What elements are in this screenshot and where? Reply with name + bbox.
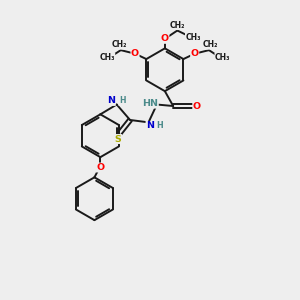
Text: H: H — [119, 97, 125, 106]
Text: O: O — [96, 163, 104, 172]
Text: O: O — [161, 34, 169, 43]
Text: CH₃: CH₃ — [99, 53, 115, 62]
Text: O: O — [193, 101, 201, 110]
Text: HN: HN — [142, 99, 158, 108]
Text: CH₃: CH₃ — [185, 33, 201, 42]
Text: N: N — [146, 122, 154, 130]
Text: CH₂: CH₂ — [112, 40, 127, 49]
Text: O: O — [131, 49, 139, 58]
Text: O: O — [190, 49, 199, 58]
Text: H: H — [156, 122, 163, 130]
Text: N: N — [107, 97, 116, 106]
Text: CH₂: CH₂ — [169, 21, 185, 30]
Text: CH₃: CH₃ — [215, 53, 230, 62]
Text: S: S — [115, 134, 122, 143]
Text: CH₂: CH₂ — [203, 40, 218, 49]
